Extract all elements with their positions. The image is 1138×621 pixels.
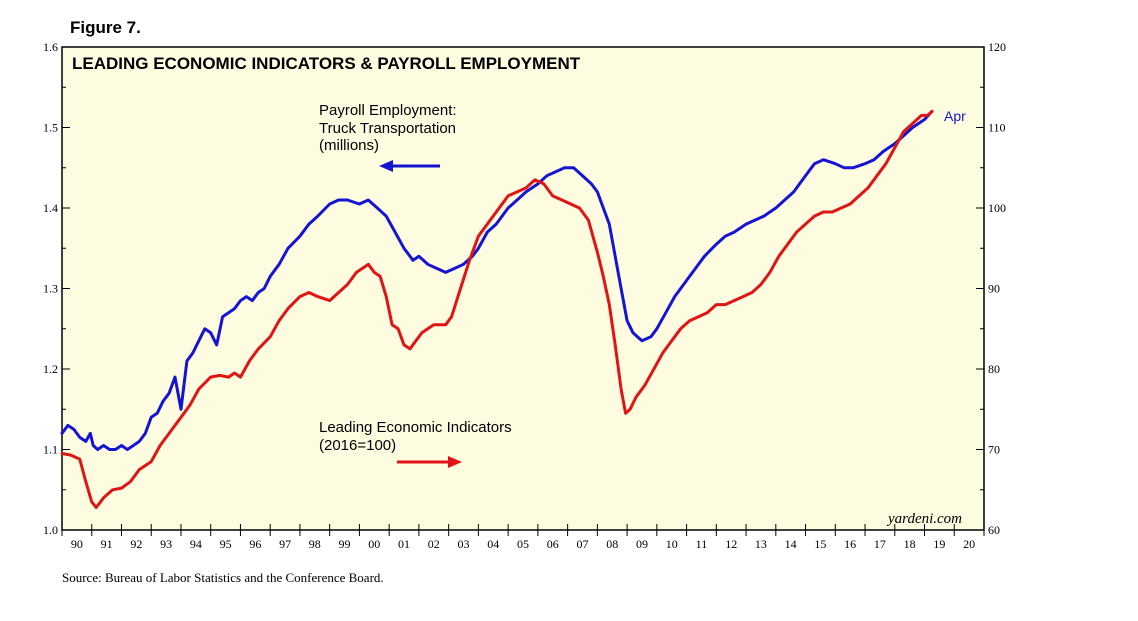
payroll-annotation: Payroll Employment: Truck Transportation… — [319, 102, 457, 172]
x-axis: 90 91 92 93 94 95 96 97 98 99 00 01 02 03 04 05 06 07 08 09… — [61, 524, 985, 551]
x-tick-label: 20 — [963, 537, 975, 551]
payroll-employment-line — [60, 109, 934, 451]
x-tick-label: 05 — [517, 537, 529, 551]
x-tick-label: 11 — [696, 537, 708, 551]
left-tick-label: 1.4 — [43, 201, 58, 215]
left-axis: 1.0 1.1 1.2 1.3 1.4 1.5 1.6 — [43, 40, 70, 537]
x-tick-label: 08 — [606, 537, 618, 551]
right-tick-label: 90 — [988, 282, 1000, 296]
leading-indicators-line — [60, 109, 934, 509]
x-tick-label: 15 — [814, 537, 826, 551]
x-tick-label: 18 — [904, 537, 916, 551]
lei-arrow-icon — [397, 456, 462, 468]
left-tick-label: 1.6 — [43, 40, 58, 54]
right-tick-label: 110 — [988, 121, 1006, 135]
x-tick-label: 00 — [368, 537, 380, 551]
right-axis: 60 70 80 90 100 110 120 — [976, 40, 1006, 537]
x-tick-label: 07 — [576, 537, 588, 551]
payroll-label-line-3: (millions) — [319, 137, 379, 154]
x-tick-label: 02 — [428, 537, 440, 551]
x-tick-label: 14 — [785, 537, 797, 551]
source-note: Source: Bureau of Labor Statistics and t… — [62, 570, 384, 585]
x-tick-label: 99 — [339, 537, 351, 551]
x-tick-label: 95 — [220, 537, 232, 551]
x-tick-label: 93 — [160, 537, 172, 551]
series-lines — [60, 109, 934, 509]
x-tick-label: 91 — [101, 537, 113, 551]
x-tick-label: 90 — [71, 537, 83, 551]
left-tick-label: 1.1 — [43, 443, 58, 457]
plot-background — [61, 46, 985, 531]
x-tick-label: 97 — [279, 537, 291, 551]
lei-label-line-1: Leading Economic Indicators — [319, 419, 512, 436]
brand-watermark: yardeni.com — [886, 511, 962, 527]
x-tick-label: 03 — [458, 537, 470, 551]
x-tick-label: 94 — [190, 537, 202, 551]
x-tick-label: 98 — [309, 537, 321, 551]
x-tick-label: 09 — [636, 537, 648, 551]
payroll-label-line-2: Truck Transportation — [319, 120, 456, 137]
x-tick-label: 16 — [844, 537, 856, 551]
left-tick-label: 1.3 — [43, 282, 58, 296]
right-tick-label: 80 — [988, 362, 1000, 376]
left-tick-label: 1.5 — [43, 121, 58, 135]
x-tick-label: 06 — [547, 537, 559, 551]
right-tick-label: 70 — [988, 443, 1000, 457]
payroll-end-label: Apr — [944, 108, 966, 124]
chart-title: LEADING ECONOMIC INDICATORS & PAYROLL EM… — [72, 54, 581, 73]
x-tick-label: 96 — [249, 537, 261, 551]
x-tick-label: 92 — [130, 537, 142, 551]
x-tick-label: 12 — [725, 537, 737, 551]
payroll-arrow-icon — [379, 160, 440, 172]
lei-label-line-2: (2016=100) — [319, 437, 396, 454]
lei-annotation: Leading Economic Indicators (2016=100) — [319, 419, 512, 468]
right-tick-label: 120 — [988, 40, 1006, 54]
right-tick-label: 100 — [988, 201, 1006, 215]
x-tick-label: 01 — [398, 537, 410, 551]
figure-label: Figure 7. — [70, 18, 141, 37]
left-tick-label: 1.0 — [43, 523, 58, 537]
right-tick-label: 60 — [988, 523, 1000, 537]
x-tick-label: 17 — [874, 537, 886, 551]
left-tick-label: 1.2 — [43, 362, 58, 376]
x-tick-label: 04 — [487, 537, 499, 551]
x-tick-label: 10 — [666, 537, 678, 551]
payroll-label-line-1: Payroll Employment: — [319, 102, 457, 119]
x-tick-label: 19 — [933, 537, 945, 551]
x-tick-label: 13 — [755, 537, 767, 551]
